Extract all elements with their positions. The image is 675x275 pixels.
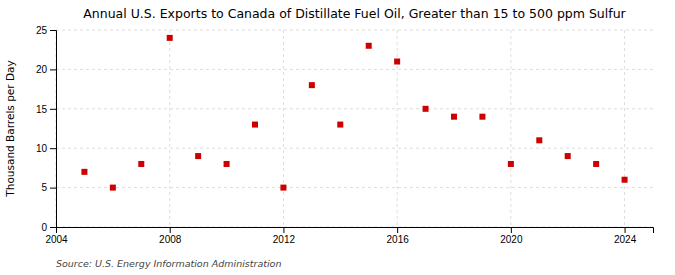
source: Source: U.S. Energy Information Administ…: [56, 258, 281, 269]
grid-line-x: [169, 30, 170, 227]
x-tick-mark: [511, 227, 512, 233]
point: [565, 153, 571, 159]
point: [224, 161, 230, 167]
point: [479, 114, 485, 120]
grid-line-x: [283, 30, 284, 227]
x-tick: 2012: [273, 227, 296, 245]
plot: 2004 2008 2012 2016 2020 2024 0 5 10 15 20 25: [36, 25, 654, 245]
x-tick-mark: [283, 227, 284, 233]
y-tick: 5: [41, 182, 56, 193]
y-tick-mark: [50, 109, 56, 110]
y-tick: 25: [36, 25, 56, 36]
x-tick-label: 2012: [273, 234, 296, 245]
x-tick: 2008: [159, 227, 182, 245]
point: [337, 122, 343, 128]
x-axis: 2004 2008 2012 2016 2020 2024: [45, 227, 653, 245]
title: Annual U.S. Exports to Canada of Distill…: [83, 6, 626, 21]
x-tick-label: 2008: [159, 234, 182, 245]
y-tick-mark: [50, 227, 56, 228]
grid-line-y: [56, 148, 653, 149]
y-tick: 10: [36, 143, 56, 154]
point: [536, 137, 542, 143]
y-tick: 15: [36, 104, 56, 115]
grid-line-x: [510, 30, 511, 227]
y-tick-mark: [50, 30, 56, 31]
grid-line-y: [56, 30, 653, 31]
y-tick-label: 25: [36, 25, 48, 36]
point: [451, 114, 457, 120]
grid-line-y: [56, 187, 653, 188]
y-tick-label: 5: [41, 182, 47, 193]
x-tick-label: 2004: [45, 234, 68, 245]
point: [622, 177, 628, 183]
grid: [56, 30, 653, 227]
x-tick-mark: [625, 227, 626, 233]
grid-line-y: [56, 69, 653, 70]
y-axis: 0 5 10 15 20 25: [36, 25, 57, 233]
point: [366, 43, 372, 49]
y-tick-mark: [50, 148, 56, 149]
point: [110, 185, 116, 191]
point: [252, 122, 258, 128]
x-tick-label: 2020: [500, 234, 523, 245]
x-tick-label: 2016: [387, 234, 410, 245]
points: [81, 35, 627, 191]
grid-line-y: [56, 108, 653, 109]
x-tick: 2004: [45, 227, 68, 245]
grid-line-x: [624, 30, 625, 227]
y-axis-title: Thousand Barrels per Day: [4, 60, 16, 197]
x-tick-mark: [170, 227, 171, 233]
x-tick: 2020: [500, 227, 523, 245]
point: [593, 161, 599, 167]
y-tick-label: 10: [36, 143, 48, 154]
x-tick: 2024: [614, 227, 637, 245]
y-tick-mark: [50, 188, 56, 189]
y-axis-line: [50, 31, 57, 228]
point: [508, 161, 514, 167]
point: [423, 106, 429, 112]
point: [195, 153, 201, 159]
y-tick: 0: [41, 222, 56, 233]
x-axis-line: [57, 228, 654, 234]
chart: 2004 2008 2012 2016 2020 2024 0 5 10 15 20 25 Annual…: [0, 0, 675, 275]
x-tick-label: 2024: [614, 234, 637, 245]
x-tick: 2016: [387, 227, 410, 245]
y-tick: 20: [36, 64, 56, 75]
y-tick-label: 15: [36, 104, 48, 115]
point: [394, 59, 400, 65]
point: [81, 169, 87, 175]
y-tick-label: 0: [41, 222, 47, 233]
point: [167, 35, 173, 41]
y-tick-mark: [50, 69, 56, 70]
point: [138, 161, 144, 167]
point: [280, 185, 286, 191]
point: [309, 82, 315, 88]
y-tick-label: 20: [36, 64, 48, 75]
x-tick-mark: [397, 227, 398, 233]
